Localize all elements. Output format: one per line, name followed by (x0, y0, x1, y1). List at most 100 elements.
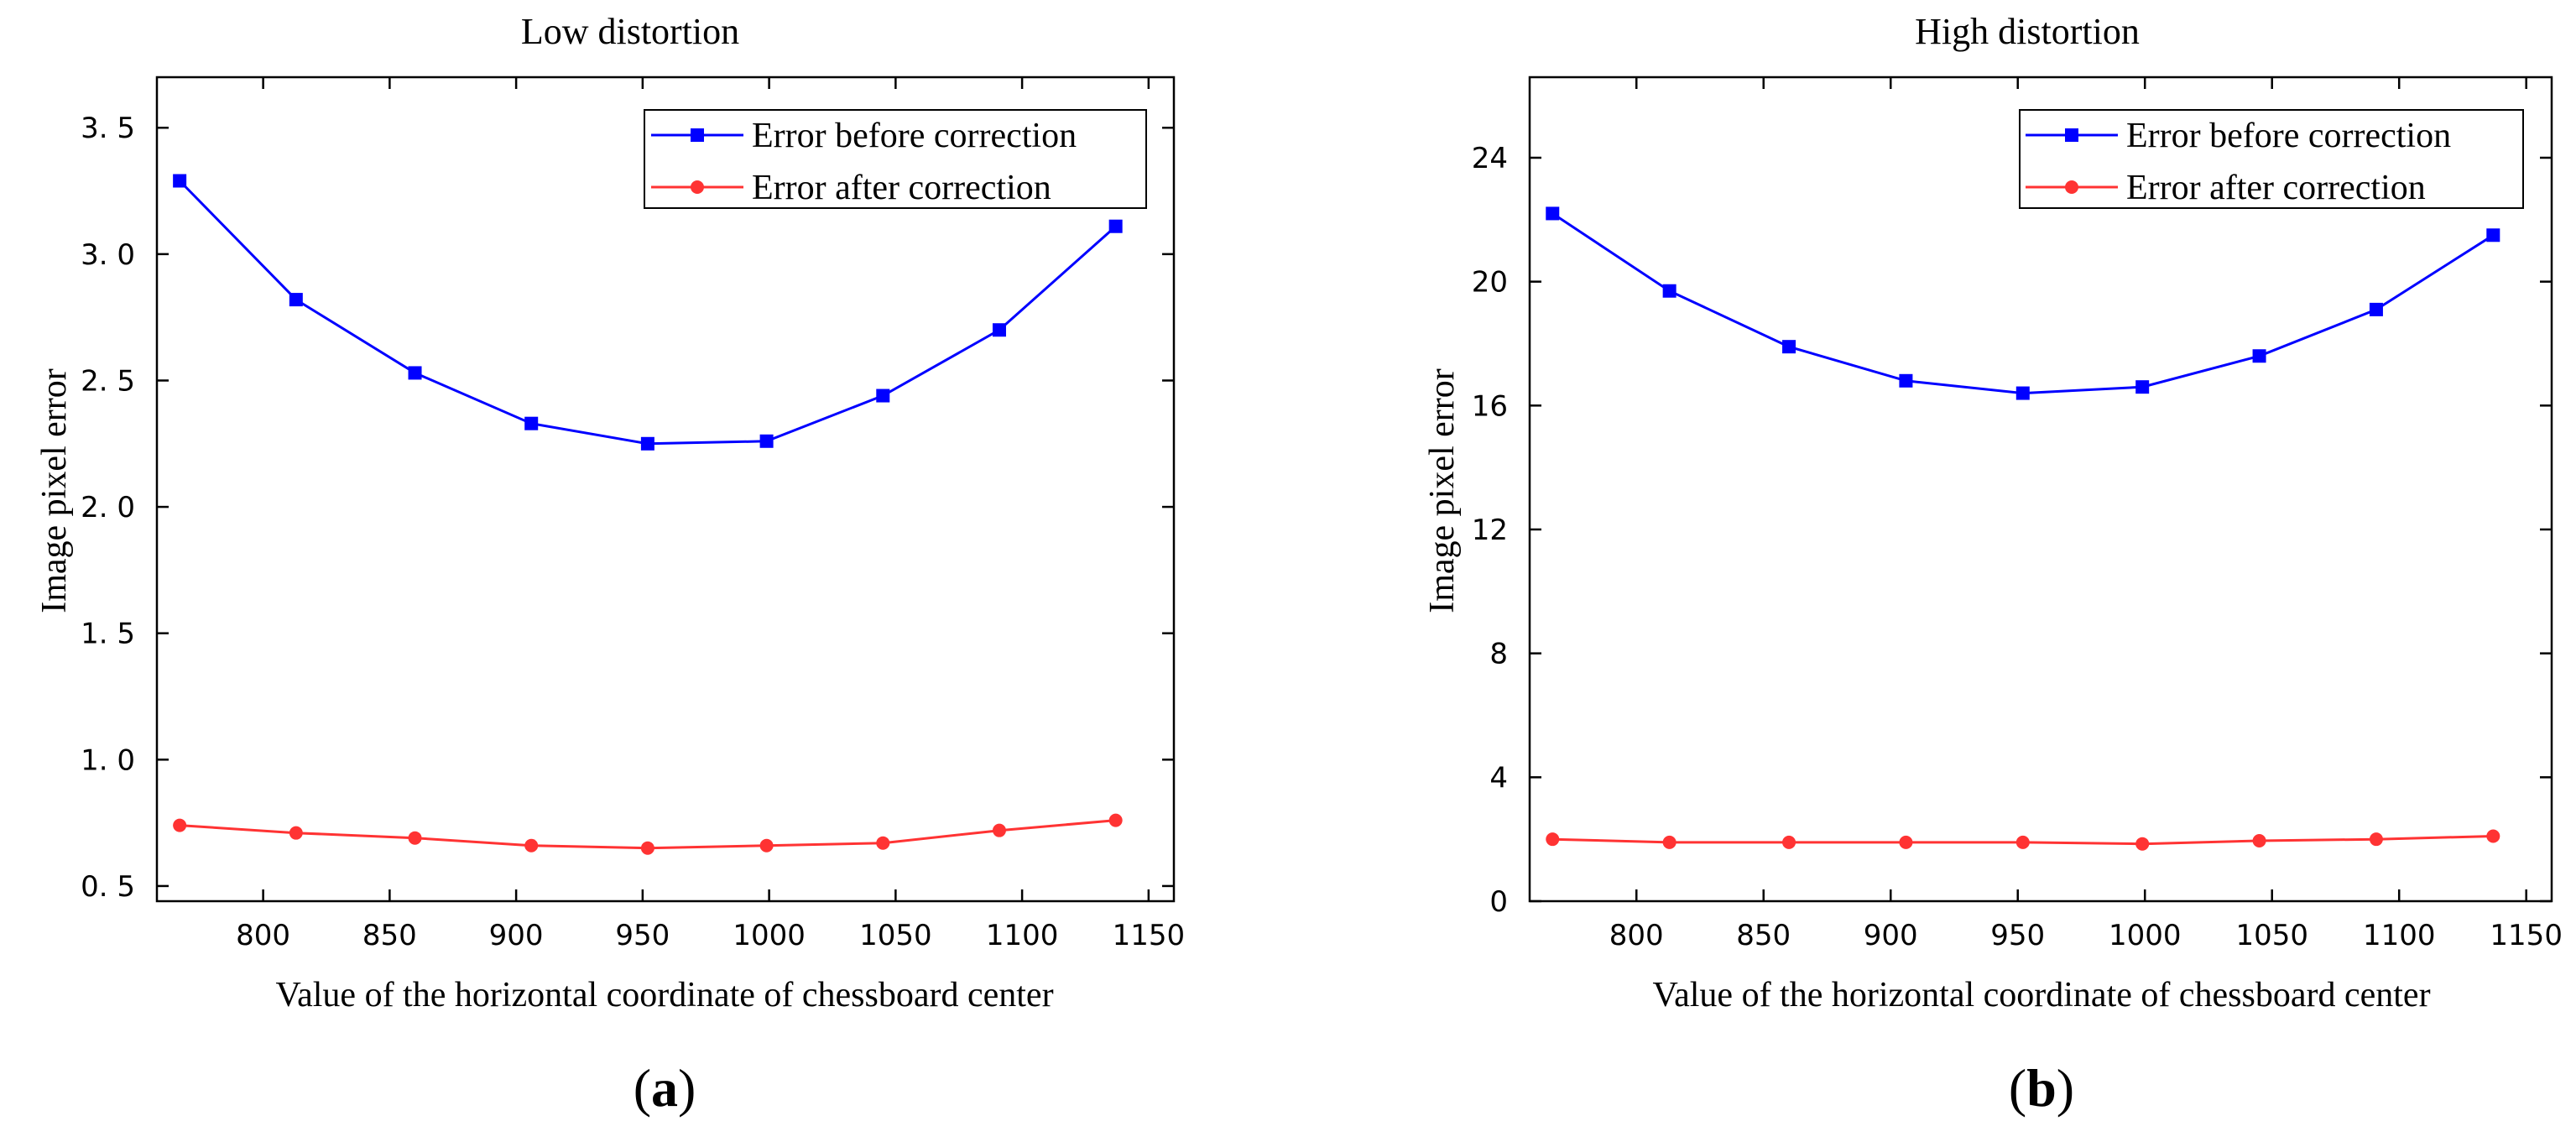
chart-panel-high-distortion: High distortion 800 850 900 950 1000 1050 1100… (1423, 11, 2563, 1118)
x-tick-label: 900 (1864, 919, 1918, 952)
data-point-after (759, 838, 774, 853)
series-line-before (179, 180, 1117, 446)
legend-label-after: Error after correction (2126, 169, 2426, 207)
data-point-before (1899, 373, 1913, 388)
plot-area: 800 850 900 950 1000 1050 1100 1150 0. 5 1. 0 1. 5… (81, 76, 1186, 952)
y-tick-label: 3. 5 (81, 112, 135, 145)
chart-panel-low-distortion: Low distortion 800 850 900 950 1000 1050 1100 1… (35, 11, 1185, 1118)
data-point-after (1782, 835, 1796, 849)
data-point-after (992, 823, 1006, 837)
data-point-before (640, 436, 654, 451)
y-tick-label: 16 (1472, 389, 1508, 423)
x-tick-label: 950 (615, 919, 670, 952)
data-point-before (759, 434, 774, 448)
y-tick-label: 2. 5 (81, 364, 135, 398)
y-tick-label: 0 (1489, 885, 1508, 919)
data-point-after (2369, 832, 2383, 847)
data-point-after (1108, 813, 1123, 827)
y-tick-label: 1. 0 (81, 743, 135, 777)
legend-label-before: Error before correction (2126, 117, 2451, 155)
data-point-after (2015, 835, 2030, 849)
data-point-before (2486, 228, 2500, 242)
data-point-before (1662, 284, 1676, 298)
legend-marker-before (691, 128, 704, 142)
data-point-after (2252, 834, 2266, 848)
data-point-after (2486, 829, 2500, 843)
y-tick-label: 20 (1472, 266, 1508, 300)
y-tick-label: 24 (1472, 142, 1508, 175)
data-point-before (2135, 380, 2150, 394)
data-point-after (408, 831, 422, 845)
legend-box (644, 109, 1147, 209)
data-point-after (1899, 835, 1913, 849)
data-point-after (289, 826, 303, 840)
y-tick-label: 12 (1472, 514, 1508, 547)
data-point-after (524, 838, 539, 853)
x-tick-label: 850 (1736, 919, 1791, 952)
panel-label-letter: b (2026, 1058, 2057, 1118)
y-tick-label: 0. 5 (81, 870, 135, 904)
x-axis-label: Value of the horizontal coordinate of ch… (1652, 976, 2430, 1014)
x-axis-label: Value of the horizontal coordinate of ch… (275, 976, 1053, 1014)
y-tick-label: 3. 0 (81, 238, 135, 272)
x-tick-label: 850 (362, 919, 417, 952)
legend-marker-after (2065, 180, 2078, 194)
chart-title: Low distortion (521, 11, 739, 52)
panel-label-b: (b) (2009, 1058, 2074, 1118)
data-point-before (2015, 386, 2030, 400)
panel-label-open-paren: ( (2009, 1058, 2026, 1118)
chart-title: High distortion (1915, 11, 2140, 52)
x-tick-label: 800 (236, 919, 290, 952)
plot-frame (1528, 76, 2553, 903)
data-point-after (1546, 832, 1560, 847)
data-point-before (2369, 302, 2383, 316)
y-tick-label: 1. 5 (81, 618, 135, 651)
data-point-before (1108, 219, 1123, 233)
x-tick-label: 950 (1990, 919, 2045, 952)
x-tick-label: 1050 (859, 919, 932, 952)
data-point-before (408, 366, 422, 380)
x-tick-label: 1000 (733, 919, 806, 952)
panel-label-close-paren: ) (2057, 1058, 2074, 1118)
plot-frame (155, 76, 1176, 903)
x-tick-label: 900 (489, 919, 544, 952)
data-point-before (992, 323, 1006, 337)
x-tick-label: 1100 (986, 919, 1059, 952)
y-axis-label: Image pixel error (1423, 368, 1462, 613)
x-tick-label: 1150 (2490, 919, 2563, 952)
panel-label-open-paren: ( (634, 1058, 651, 1118)
data-point-after (1662, 835, 1676, 849)
legend: Error before correction Error after corr… (644, 109, 1147, 209)
legend: Error before correction Error after corr… (2019, 109, 2524, 209)
x-tick-label: 1000 (2109, 919, 2182, 952)
legend-label-after: Error after correction (752, 169, 1051, 207)
legend-label-before: Error before correction (752, 117, 1077, 155)
y-tick-label: 4 (1489, 761, 1508, 795)
data-point-before (1546, 206, 1560, 221)
panel-label-close-paren: ) (678, 1058, 696, 1118)
data-point-after (640, 841, 654, 855)
data-point-after (2135, 837, 2150, 851)
series-line-before (1551, 212, 2495, 395)
legend-box (2019, 109, 2524, 209)
data-point-before (1782, 340, 1796, 354)
plot-area: 800 850 900 950 1000 1050 1100 1150 0 4 8 12 16 20 24 (1472, 76, 2563, 952)
data-point-before (524, 416, 539, 430)
data-point-before (289, 293, 303, 307)
data-point-before (2252, 349, 2266, 363)
data-point-after (173, 818, 187, 832)
data-point-before (173, 174, 187, 188)
y-tick-label: 8 (1489, 638, 1508, 671)
x-tick-label: 800 (1609, 919, 1664, 952)
y-tick-label: 2. 0 (81, 491, 135, 524)
data-point-before (876, 388, 890, 403)
x-tick-label: 1150 (1113, 919, 1186, 952)
data-point-after (876, 836, 890, 850)
x-tick-label: 1100 (2363, 919, 2436, 952)
panel-label-letter: a (651, 1058, 678, 1118)
y-axis-label: Image pixel error (35, 368, 74, 613)
x-tick-label: 1050 (2235, 919, 2308, 952)
legend-marker-before (2065, 128, 2078, 142)
legend-marker-after (691, 180, 704, 194)
